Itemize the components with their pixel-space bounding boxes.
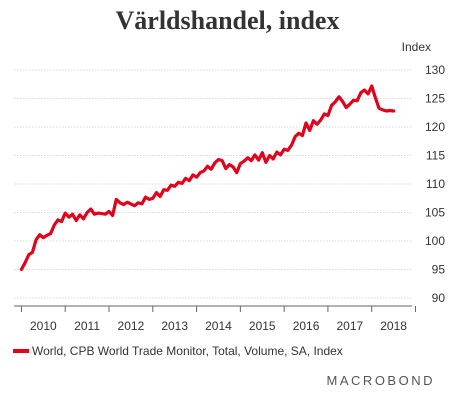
x-tick-label: 2015 xyxy=(249,319,276,333)
y-tick-label: 110 xyxy=(426,177,445,191)
chart-title: Världshandel, index xyxy=(115,6,340,35)
x-tick-label: 2018 xyxy=(380,319,407,333)
macrobond-logo: MACROBOND xyxy=(326,373,435,388)
series-line xyxy=(19,84,396,272)
y-tick-label: 115 xyxy=(426,149,445,163)
y-axis: 90 95 100 105 110 115 120 125 130 xyxy=(425,63,445,305)
x-axis: 2010 2011 2012 2013 2014 2015 2016 2017 2018 xyxy=(14,305,417,333)
y-tick-label: 90 xyxy=(432,291,446,305)
y-tick-label: 105 xyxy=(425,206,445,220)
legend-label: World, CPB World Trade Monitor, Total, V… xyxy=(32,344,343,358)
x-tick-label: 2016 xyxy=(293,319,320,333)
y-tick-label: 130 xyxy=(425,63,445,77)
y-axis-unit-label: Index xyxy=(402,40,431,54)
x-tick-label: 2017 xyxy=(336,319,363,333)
x-tick-label: 2014 xyxy=(205,319,232,333)
x-tick-label: 2012 xyxy=(118,319,145,333)
x-tick-label: 2011 xyxy=(74,319,100,333)
legend: World, CPB World Trade Monitor, Total, V… xyxy=(13,344,343,358)
y-tick-label: 120 xyxy=(425,120,445,134)
y-tick-label: 95 xyxy=(432,263,446,277)
series-layer xyxy=(19,84,396,272)
x-tick-label: 2013 xyxy=(161,319,188,333)
gridlines xyxy=(14,69,412,299)
y-tick-label: 125 xyxy=(425,92,445,106)
x-tick-label: 2010 xyxy=(30,319,57,333)
y-tick-label: 100 xyxy=(425,234,445,248)
legend-swatch xyxy=(13,349,29,353)
